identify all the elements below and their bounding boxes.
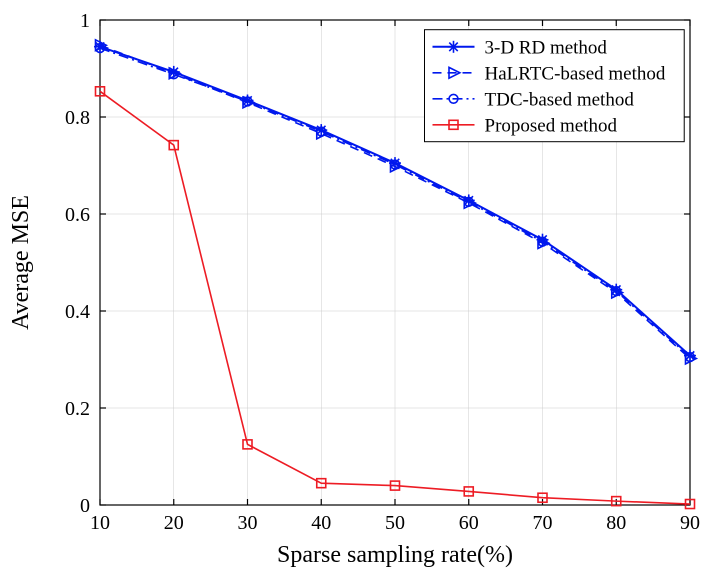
mse-line-chart: 10 20 30 40 50 60 70 80 90 0 0.2 0.4 0.6 0.8 1 Sparse s… — [0, 0, 720, 580]
svg-text:0.2: 0.2 — [65, 398, 90, 420]
svg-text:3-D RD method: 3-D RD method — [485, 37, 608, 58]
svg-text:70: 70 — [533, 512, 553, 534]
svg-text:0.4: 0.4 — [65, 301, 90, 323]
svg-text:10: 10 — [90, 512, 110, 534]
legend: 3-D RD method HaLRTC-based method TDC-base… — [425, 30, 685, 142]
svg-text:80: 80 — [606, 512, 626, 534]
x-axis-label: Sparse sampling rate(%) — [277, 542, 513, 568]
svg-text:20: 20 — [164, 512, 184, 534]
svg-text:Proposed method: Proposed method — [485, 115, 618, 136]
svg-text:60: 60 — [459, 512, 479, 534]
svg-text:0.8: 0.8 — [65, 107, 90, 129]
svg-text:90: 90 — [680, 512, 700, 534]
svg-text:1: 1 — [80, 10, 90, 32]
svg-text:HaLRTC-based method: HaLRTC-based method — [485, 63, 666, 84]
svg-text:TDC-based method: TDC-based method — [485, 89, 635, 110]
svg-text:0.6: 0.6 — [65, 204, 90, 226]
y-axis-label: Average MSE — [8, 195, 34, 330]
svg-text:30: 30 — [238, 512, 258, 534]
svg-text:0: 0 — [80, 495, 90, 517]
svg-text:40: 40 — [311, 512, 331, 534]
chart-container: 10 20 30 40 50 60 70 80 90 0 0.2 0.4 0.6 0.8 1 Sparse s… — [0, 0, 720, 580]
svg-text:50: 50 — [385, 512, 405, 534]
